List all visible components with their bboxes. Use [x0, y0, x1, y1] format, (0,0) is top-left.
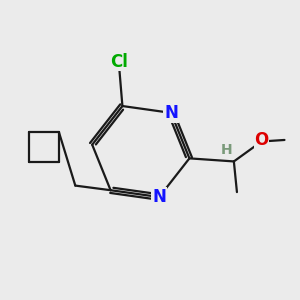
- Text: O: O: [254, 131, 268, 149]
- Text: Cl: Cl: [110, 52, 128, 70]
- Text: N: N: [164, 104, 178, 122]
- Text: H: H: [220, 143, 232, 157]
- Text: N: N: [152, 188, 166, 206]
